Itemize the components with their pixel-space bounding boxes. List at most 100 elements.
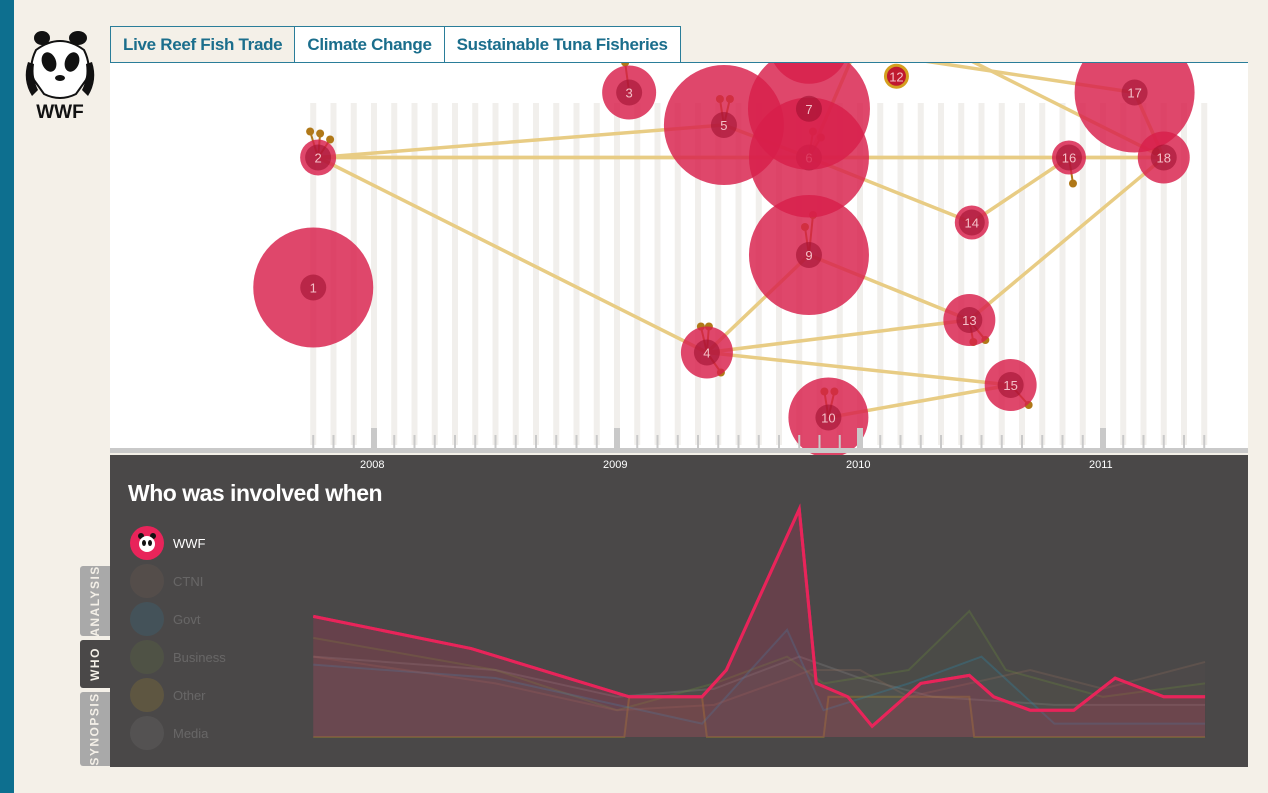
event-number: 2 [314,151,321,166]
event-bubble-17[interactable]: 17 [1074,63,1195,153]
month-tick [393,435,396,448]
month-tick [514,435,517,448]
event-stem-dot [1068,179,1077,188]
side-tab-who[interactable]: WHO [80,640,110,688]
month-tick [838,435,841,448]
wwf-panda-logo[interactable]: WWF [22,28,98,124]
month-tick [737,435,740,448]
tab-climate-change[interactable]: Climate Change [294,26,444,64]
month-tick [1000,435,1003,448]
event-bubble-7[interactable]: 7 [747,63,870,170]
event-link [968,156,1165,322]
event-bubble-12[interactable]: 12 [883,63,909,89]
event-bubble-1[interactable]: 1 [253,227,374,348]
month-tick [919,435,922,448]
month-tick [778,435,780,448]
event-number: 9 [805,248,812,263]
legend-item-wwf[interactable]: WWF [130,524,226,562]
month-tick [697,435,699,448]
event-bubble-core [1121,79,1148,106]
side-tab-label: SYNOPSIS [88,692,103,766]
event-bubble-10[interactable]: 10 [788,377,869,456]
event-bubble-core [795,242,822,268]
legend-label: CTNI [173,573,204,589]
year-tick-label: 2011 [1089,459,1113,471]
event-bubble-2[interactable]: 2 [300,139,337,176]
event-bubble-core [1150,144,1177,171]
legend-item-ctni[interactable]: CTNI [130,562,226,600]
event-bubble-4[interactable]: 4 [680,326,733,379]
side-tab-label: WHO [88,647,103,681]
legend-label: Media [173,725,209,741]
month-tick [940,435,942,448]
series-line-govt [313,628,1206,725]
event-bubble-core [956,307,983,333]
legend-item-govt[interactable]: Govt [130,600,226,638]
legend-item-business[interactable]: Business [130,638,226,676]
tab-sustainable-tuna-fisheries[interactable]: Sustainable Tuna Fisheries [443,26,681,64]
event-bubble-16[interactable]: 16 [1051,140,1086,175]
month-tick [757,435,760,448]
month-tick [1041,435,1044,448]
event-number: 16 [1062,151,1076,166]
month-tick [413,435,416,448]
month-tick [980,435,983,448]
month-tick [494,435,497,448]
event-bubble-15[interactable]: 15 [984,359,1037,411]
month-tick [575,435,578,448]
legend-item-other[interactable]: Other [130,676,226,714]
month-tick [1061,435,1064,448]
flag-icon [130,602,164,636]
event-number: 13 [962,313,976,328]
month-tick [879,435,882,448]
event-number: 12 [889,69,903,84]
legend-label: WWF [173,535,206,551]
event-number: 3 [626,86,633,101]
month-tick [433,435,436,448]
event-link [706,350,1011,387]
event-number: 5 [720,118,727,133]
event-bubble-core [958,209,985,236]
tab-underline [110,62,1248,63]
month-tick [1021,435,1023,448]
fish-icon [130,678,164,712]
event-number: 1 [310,281,317,296]
event-bubble-18[interactable]: 18 [1137,131,1190,184]
month-tick [535,435,537,448]
month-tick [454,435,456,448]
side-tab-synopsis[interactable]: SYNOPSIS [80,692,110,766]
month-tick [1203,435,1206,448]
tab-live-reef-fish-trade[interactable]: Live Reef Fish Trade [110,26,295,64]
event-link [706,318,970,355]
area-media [313,656,1206,737]
event-bubble-outer [1074,63,1195,153]
wwf-logo-text: WWF [36,102,83,123]
area-govt [313,629,1206,737]
area-ctni [313,656,1206,737]
series-line-wwf-top [312,503,1206,729]
legend-label: Govt [173,611,201,627]
event-bubble-9[interactable]: 9 [748,195,869,315]
year-tick [1100,428,1106,449]
event-bubble-core [883,63,909,89]
event-stem-dot [306,127,315,136]
event-bubble-8[interactable]: 8 [769,63,849,84]
month-tick [656,435,659,448]
who-legend: WWF CTNI Govt Business Other Media [130,524,226,752]
side-tab-analysis[interactable]: ANALYSIS [80,565,110,637]
month-tick [818,435,821,448]
month-tick [1081,435,1084,448]
event-bubble-3[interactable]: 3 [602,65,657,120]
event-number: 17 [1127,86,1141,101]
event-bubble-core [815,404,842,431]
month-tick [1183,435,1185,448]
who-area-chart [312,503,1206,738]
event-bubble-13[interactable]: 13 [943,294,996,346]
month-tick [312,435,315,448]
event-bubble-14[interactable]: 14 [954,205,989,240]
legend-item-media[interactable]: Media [130,714,226,752]
month-tick [1162,435,1165,448]
panda-icon [130,526,164,560]
area-wwf [313,509,1206,737]
event-link [317,123,725,160]
